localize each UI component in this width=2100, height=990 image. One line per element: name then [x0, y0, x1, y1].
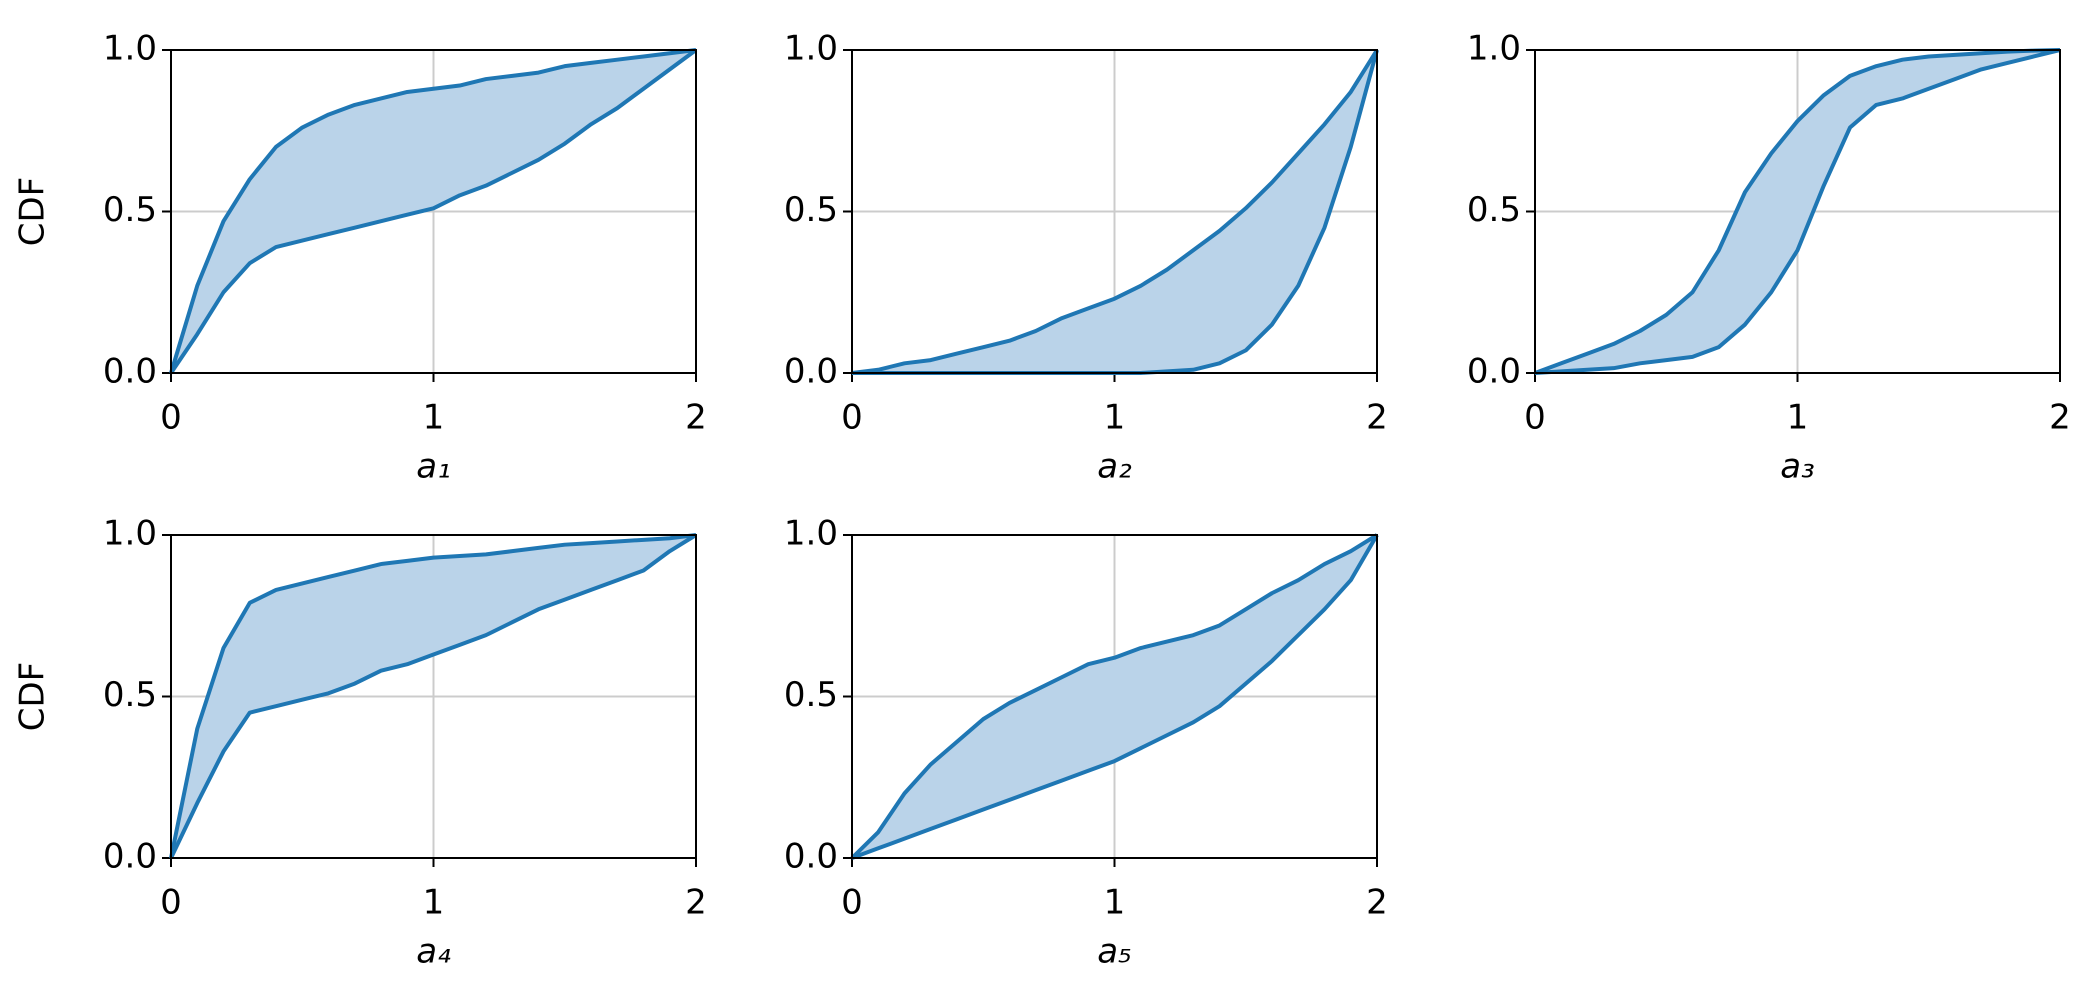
cdf-line	[1534, 48, 2061, 375]
cdf-line	[851, 533, 1379, 860]
y-tick-label: 0.5	[784, 675, 838, 715]
subplot: 0.0 0.5 1.0 0 1 2 a₂	[784, 29, 1388, 487]
x-tick-label: 1	[1104, 398, 1126, 438]
y-tick-label: 1.0	[784, 29, 838, 69]
subplot: 0.0 0.5 1.0 0 1 2 a₁ CDF	[13, 29, 707, 487]
x-tick-label: 0	[1524, 398, 1546, 438]
x-axis-label: a₅	[1097, 932, 1131, 972]
x-tick-label: 0	[841, 883, 863, 923]
y-tick-label: 1.0	[784, 514, 838, 554]
cdf-line	[851, 48, 1379, 375]
axes-frame	[851, 534, 1378, 859]
band-fill	[171, 535, 696, 858]
x-tick-label: 2	[1366, 883, 1388, 923]
subplot: 0.0 0.5 1.0 0 1 2 a₃	[1467, 29, 2071, 487]
cdf-line	[169, 533, 698, 859]
y-tick-label: 1.0	[103, 514, 157, 554]
y-tick-label: 0.5	[103, 190, 157, 230]
y-tick-label: 1.0	[1467, 29, 1521, 69]
cdf-line	[1534, 48, 2061, 375]
x-tick-label: 2	[2049, 398, 2071, 438]
y-axis-label: CDF	[13, 662, 53, 731]
y-tick-label: 0.5	[1467, 190, 1521, 230]
cdf-line	[850, 533, 1379, 860]
cdf-line	[169, 48, 698, 375]
subplot: 0.0 0.5 1.0 0 1 2 a₅	[784, 514, 1388, 972]
x-tick-label: 1	[423, 398, 445, 438]
x-tick-label: 2	[1366, 398, 1388, 438]
x-axis-label: a₃	[1780, 447, 1814, 487]
x-tick-label: 1	[1787, 398, 1809, 438]
y-tick-label: 0.5	[784, 190, 838, 230]
axes-frame	[1534, 49, 2061, 374]
x-tick-label: 0	[160, 398, 182, 438]
y-tick-label: 0.0	[784, 837, 838, 877]
y-tick-label: 0.0	[1467, 352, 1521, 392]
y-tick-label: 0.5	[103, 675, 157, 715]
axes-frame	[170, 49, 697, 374]
subplot: 0.0 0.5 1.0 0 1 2 a₄ CDF	[13, 514, 707, 972]
x-axis-label: a₂	[1097, 447, 1132, 487]
axes-frame	[170, 534, 697, 859]
y-tick-label: 0.0	[103, 352, 157, 392]
band-fill	[1535, 50, 2060, 373]
axes-frame	[851, 49, 1378, 374]
cdf-line	[169, 533, 697, 859]
y-tick-label: 0.0	[103, 837, 157, 877]
band-fill	[171, 50, 696, 373]
y-tick-label: 1.0	[103, 29, 157, 69]
band-fill	[852, 50, 1377, 373]
cdf-line	[169, 48, 697, 374]
y-axis-label: CDF	[13, 177, 53, 246]
x-tick-label: 0	[841, 398, 863, 438]
band-fill	[852, 535, 1377, 858]
x-axis-label: a₁	[416, 447, 450, 487]
x-tick-label: 0	[160, 883, 182, 923]
x-tick-label: 1	[423, 883, 445, 923]
x-tick-label: 1	[1104, 883, 1126, 923]
x-tick-label: 2	[685, 398, 707, 438]
y-tick-label: 0.0	[784, 352, 838, 392]
x-tick-label: 2	[685, 883, 707, 923]
x-axis-label: a₄	[416, 932, 451, 972]
